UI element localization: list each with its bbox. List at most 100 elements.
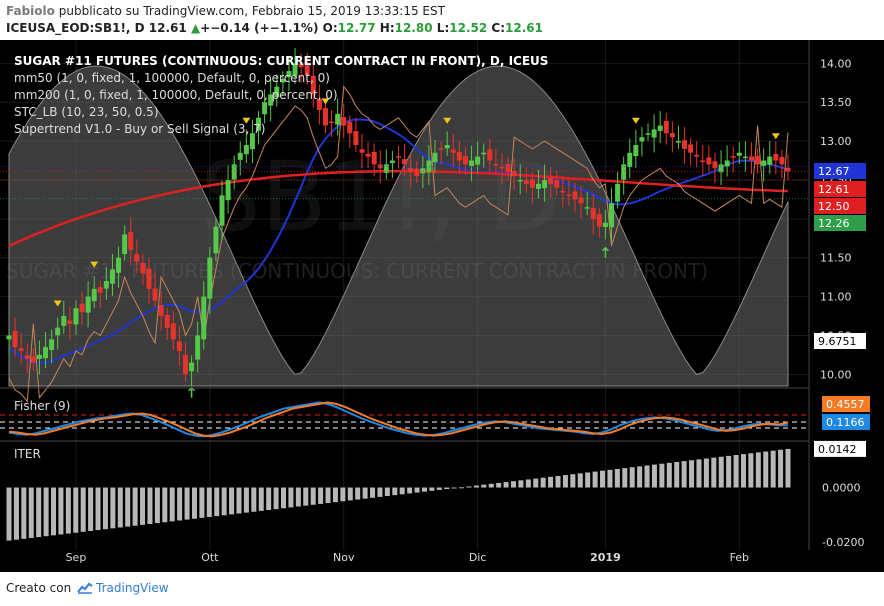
candle-body bbox=[578, 197, 584, 204]
iter-bar bbox=[481, 484, 487, 488]
price-label-text: 12.61 bbox=[818, 183, 850, 196]
iter-bar bbox=[251, 487, 257, 512]
legend-supertrend[interactable]: Supertrend V1.0 - Buy or Sell Signal (3,… bbox=[14, 122, 265, 136]
candle-body bbox=[298, 63, 304, 68]
iter-bar bbox=[273, 487, 279, 510]
iter-bar bbox=[281, 487, 287, 509]
supertrend-signals bbox=[53, 98, 780, 398]
iter-bar bbox=[614, 468, 620, 488]
candle-body bbox=[511, 170, 517, 177]
iter-bar bbox=[325, 487, 331, 504]
legend-stc[interactable]: STC_LB (10, 23, 50, 0.5) bbox=[14, 105, 159, 119]
candle-body bbox=[523, 180, 529, 184]
close-label: C: bbox=[491, 21, 506, 35]
candle-body bbox=[694, 154, 700, 157]
fisher-value-box bbox=[822, 396, 870, 412]
iter-bar bbox=[770, 450, 776, 488]
candle-body bbox=[469, 160, 475, 167]
candle-body bbox=[651, 129, 657, 138]
fisher-pane-title[interactable]: Fisher (9) bbox=[14, 399, 70, 413]
iter-bar bbox=[199, 487, 205, 518]
candle-body bbox=[335, 113, 341, 125]
price-label-box bbox=[814, 215, 866, 231]
candle-body bbox=[475, 156, 481, 165]
candle-body bbox=[755, 155, 761, 165]
price-labels: 12.67 12.61 12.50 12.26 9.6751 bbox=[0, 163, 866, 349]
iter-bar bbox=[740, 454, 746, 488]
price-label-text: 12.67 bbox=[818, 165, 850, 178]
candle-body bbox=[170, 323, 176, 340]
mm200-line bbox=[8, 169, 789, 248]
price-change: +−0.14 (+−1.1%) bbox=[200, 21, 319, 35]
iter-bar bbox=[421, 487, 427, 492]
iter-bar bbox=[13, 487, 19, 540]
candle-body bbox=[61, 316, 67, 326]
iter-bar bbox=[117, 487, 123, 528]
candle-body bbox=[499, 166, 505, 169]
candle-body bbox=[377, 164, 383, 169]
iter-bar bbox=[21, 487, 27, 539]
candle-body bbox=[481, 152, 487, 155]
high-label: H: bbox=[379, 21, 395, 35]
iter-bar bbox=[384, 487, 390, 497]
candle-body bbox=[134, 254, 140, 262]
iter-bar bbox=[236, 487, 242, 514]
candle-body bbox=[785, 167, 791, 172]
candle-body bbox=[189, 362, 195, 372]
iter-bar bbox=[711, 457, 717, 488]
iter-tick-label: 0.0000 bbox=[822, 482, 861, 495]
candle-body bbox=[292, 63, 298, 76]
symbol-name: ICEUSA_EOD:SB1!, D bbox=[6, 21, 145, 35]
iter-bar bbox=[592, 471, 598, 488]
iter-bar bbox=[763, 451, 769, 488]
iter-bar bbox=[607, 469, 613, 488]
candle-body bbox=[663, 120, 669, 134]
candle-body bbox=[548, 177, 554, 184]
candle-body bbox=[49, 339, 55, 351]
candlestick-series bbox=[6, 48, 791, 386]
price-tick-label: 10.00 bbox=[820, 368, 852, 381]
iter-bar bbox=[533, 478, 539, 488]
iter-bar bbox=[622, 468, 628, 488]
symbol-quote-line: ICEUSA_EOD:SB1!, D 12.61 ▲+−0.14 (+−1.1%… bbox=[6, 21, 543, 35]
candle-body bbox=[742, 156, 748, 159]
price-axis[interactable]: 14.0013.5013.0012.5012.0011.5011.0010.50… bbox=[820, 57, 852, 381]
iter-bar bbox=[473, 485, 479, 488]
candle-body bbox=[462, 156, 468, 165]
candle-body bbox=[12, 330, 18, 348]
author-name[interactable]: Fabiolo bbox=[6, 4, 55, 18]
time-axis[interactable]: Sep Ott Nov Dic 2019 Feb bbox=[66, 551, 749, 564]
candle-body bbox=[231, 164, 237, 180]
iter-bar bbox=[414, 487, 420, 493]
legend-mm50[interactable]: mm50 (1, 0, fixed, 1, 100000, Default, 0… bbox=[14, 71, 330, 85]
low-value: 12.52 bbox=[449, 21, 488, 35]
change-up-icon: ▲ bbox=[190, 21, 201, 35]
iter-bar bbox=[377, 487, 383, 497]
candle-body bbox=[767, 156, 773, 165]
tradingview-link[interactable]: TradingView bbox=[96, 581, 169, 595]
price-tick-label: 14.00 bbox=[820, 57, 852, 70]
candle-body bbox=[724, 160, 730, 167]
iter-bar bbox=[169, 487, 175, 522]
candle-body bbox=[152, 288, 158, 301]
candle-body bbox=[505, 163, 511, 173]
iter-bar bbox=[177, 487, 183, 521]
iter-pane-title[interactable]: ITER bbox=[14, 447, 41, 461]
iter-bar bbox=[295, 487, 301, 507]
candle-body bbox=[329, 121, 335, 124]
legend-mm200[interactable]: mm200 (1, 0, fixed, 1, 100000, Default, … bbox=[14, 88, 338, 102]
candle-body bbox=[517, 179, 523, 182]
candle-body bbox=[560, 190, 566, 193]
iter-bar bbox=[703, 458, 709, 488]
candle-body bbox=[389, 160, 395, 164]
iter-bar bbox=[332, 487, 338, 503]
iter-bar bbox=[778, 449, 784, 488]
iter-bar bbox=[681, 461, 687, 488]
iter-bar bbox=[518, 480, 524, 488]
iter-bar bbox=[651, 464, 657, 488]
candle-body bbox=[103, 281, 109, 289]
iter-bar bbox=[548, 476, 554, 488]
chart-area[interactable]: SB1!, D SUGAR #11 FUTURES (CONTINUOUS: C… bbox=[0, 40, 884, 572]
low-label: L: bbox=[436, 21, 450, 35]
iter-bar bbox=[674, 461, 680, 488]
